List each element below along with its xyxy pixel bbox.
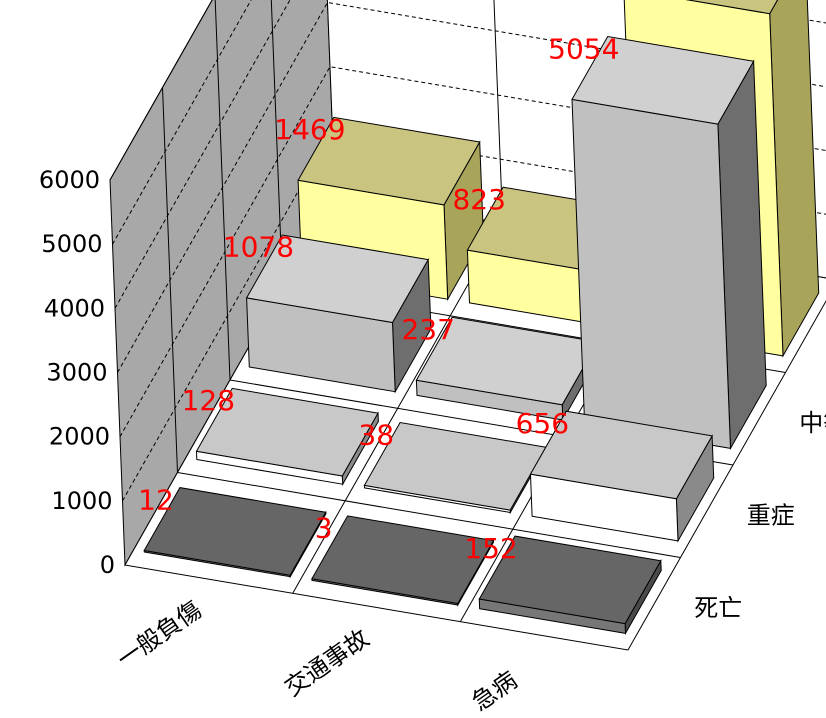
data-label: 823 [452, 183, 505, 216]
wall-divider [270, 0, 283, 288]
category-label: 一般負傷 [112, 596, 207, 674]
bar [363, 421, 547, 515]
data-label: 38 [358, 418, 394, 451]
gridline [109, 0, 213, 181]
y-tick-label: 2000 [49, 423, 110, 451]
category-label: 交通事故 [280, 624, 375, 702]
data-labels: 146982353331078237505412838656123152 [138, 32, 619, 565]
gridline [112, 0, 252, 245]
bar-top [297, 116, 481, 206]
bar-top [245, 234, 429, 324]
y-tick-label: 5000 [41, 230, 102, 258]
bar-top [311, 515, 495, 605]
series-label: 死亡 [694, 594, 742, 622]
floor-divider [177, 472, 681, 558]
wall-divider [493, 0, 504, 224]
bar-top [685, 0, 779, 15]
bar [415, 316, 600, 422]
bar [311, 515, 495, 607]
bar [245, 234, 432, 394]
data-label: 3 [315, 512, 333, 545]
y-tick-label: 1000 [51, 487, 112, 515]
series-label: 中等症 [799, 409, 826, 437]
bar [195, 387, 379, 486]
data-label: 656 [516, 407, 569, 440]
data-label: 237 [401, 313, 454, 346]
series-label: 重症 [747, 501, 795, 529]
y-tick-label: 0 [100, 551, 115, 579]
bar-top [529, 410, 713, 500]
y-tick-label: 3000 [46, 359, 107, 387]
data-label: 1469 [274, 113, 345, 146]
data-label: 12 [138, 483, 174, 516]
bar [478, 535, 662, 636]
series-labels: 死亡重症中等症軽症 [694, 409, 826, 622]
y-tick-label: 6000 [39, 166, 100, 194]
data-label: 1078 [223, 231, 294, 264]
bars [143, 0, 820, 636]
bar-top [143, 487, 327, 576]
data-label: 5054 [548, 32, 619, 65]
data-label: 152 [464, 532, 517, 565]
bar-top [195, 387, 379, 477]
wall-divider [214, 0, 231, 381]
bar-top [478, 535, 662, 625]
data-label: 128 [182, 384, 235, 417]
y-axis-ticks: 0 1000 2000 3000 4000 5000 6000 [39, 166, 115, 579]
bar [529, 410, 715, 543]
wall-divider [162, 87, 178, 473]
bar-top [571, 35, 755, 125]
bar [571, 35, 767, 451]
gridline [114, 0, 826, 309]
y-tick-label: 4000 [44, 294, 105, 322]
category-label: 急病 [467, 666, 522, 716]
bar-front [571, 98, 732, 449]
bar [143, 487, 327, 579]
